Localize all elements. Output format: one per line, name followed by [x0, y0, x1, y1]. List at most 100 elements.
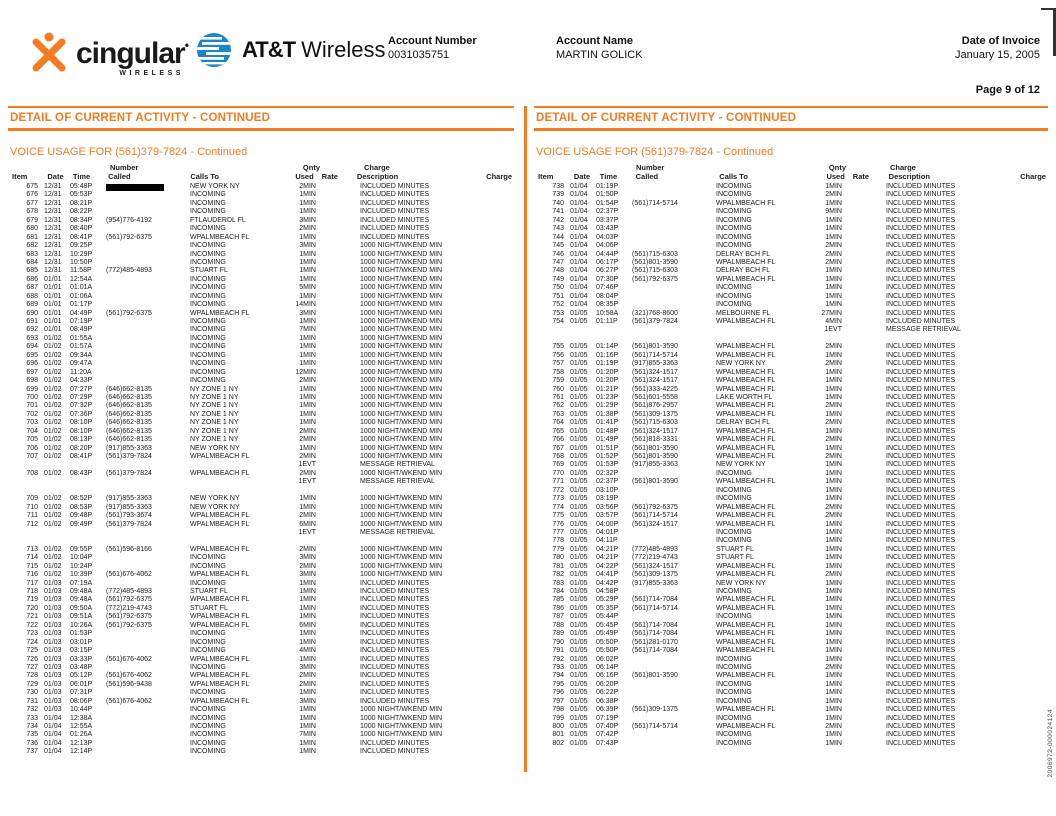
- call-row: 734 01/04 12:55A INCOMING 1MIN 1000 NIGHT/WKE…: [26, 723, 443, 730]
- call-row: 758 01/05 01:20P (561)324-1517 WPALMBEACH FL…: [552, 368, 956, 376]
- call-row: 724 01/03 03:01P INCOMING 1MIN INCLUDED MINUT…: [26, 638, 430, 646]
- call-row: 789 01/05 05:49P (561)714-7084 WPALMBEACH FL…: [552, 630, 956, 638]
- call-row: 748 01/04 06:27P (561)715-6303 DELRAY BCH FL…: [552, 267, 956, 275]
- call-row: 1EVT MESSAGE RETRIEVAL: [298, 461, 435, 469]
- call-row: 755 01/05 01:14P (561)801-3590 WPALMBEACH FL…: [552, 343, 956, 351]
- usage-title-right: VOICE USAGE FOR (561)379-7824 - Continue…: [536, 146, 774, 158]
- att-brand-text: AT&T: [242, 37, 296, 62]
- call-row: 746 01/04 04:44P (561)715-6303 DELRAY BCH FL…: [552, 250, 956, 258]
- call-row: 728 01/03 05:12P (561)676-4062 WPALMBEACH FL…: [26, 672, 430, 680]
- call-row: 677 12/31 08:21P INCOMING 1MIN INCLUDED MINUT…: [26, 199, 430, 207]
- call-row: 699 01/02 07:27P (646)662-8135 NY ZONE 1 NY 1…: [26, 385, 443, 393]
- call-rows-left: 675 12/31 05:48P NEW YORK NY 2MIN INCLUDED MI…: [8, 183, 514, 757]
- table-header-left: Number Qnty Charge Item Date Time Called…: [8, 163, 514, 181]
- call-row: 676 12/31 05:53P INCOMING 1MIN INCLUDED MINUT…: [26, 191, 430, 199]
- call-row: 791 01/05 05:50P (561)714-7084 WPALMBEACH FL…: [552, 647, 956, 655]
- call-row: 730 01/03 07:31P INCOMING 1MIN INCLUDED MINUT…: [26, 689, 430, 697]
- call-row: 702 01/02 07:36P (646)662-8135 NY ZONE 1 NY 1…: [26, 410, 443, 418]
- account-number-value: 0031035751: [388, 49, 450, 61]
- col-rate: Rate: [852, 172, 870, 181]
- cingular-brand-text: cingular: [76, 37, 186, 70]
- call-row: 714 01/02 10:04P INCOMING 3MIN 1000 NIGHT/WKE…: [26, 554, 443, 562]
- call-row: 712 01/02 09:49P (561)379-7824 WPALMBEACH FL…: [26, 520, 443, 528]
- call-row: 790 01/05 05:50P (561)281-0170 WPALMBEACH FL…: [552, 638, 956, 646]
- call-row: 754 01/05 01:11P (561)379-7824 WPALMBEACH FL…: [552, 318, 956, 325]
- call-row: 778 01/05 04:11P INCOMING 1MIN INCLUDED MINUT…: [552, 537, 956, 545]
- col-charge-over: Charge: [890, 163, 916, 172]
- section-title-left: DETAIL OF CURRENT ACTIVITY - CONTINUED: [8, 106, 514, 131]
- call-row: 721 01/03 09:51A (561)792-6375 WPALMBEACH FL…: [26, 613, 430, 621]
- call-row: 738 01/04 01:19P INCOMING 1MIN INCLUDED MINUT…: [552, 183, 956, 190]
- call-row: 745 01/04 04:06P INCOMING 2MIN INCLUDED MINUT…: [552, 242, 956, 250]
- col-charge: Charge: [486, 172, 512, 181]
- call-row: 744 01/04 04:03P INCOMING 1MIN INCLUDED MINUT…: [552, 233, 956, 241]
- call-row: 698 01/02 04:33P INCOMING 2MIN 1000 NIGHT/WKE…: [26, 377, 443, 385]
- col-used: Used: [295, 172, 314, 181]
- call-row: 720 01/03 09:50A (772)219-4743 STUART FL 1MIN…: [26, 604, 430, 612]
- call-row: 767 01/05 01:51P (561)801-3590 WPALMBEACH FL…: [552, 444, 956, 452]
- col-calls-to: Calls To: [719, 172, 748, 181]
- att-logo: AT&T Wireless: [196, 32, 385, 68]
- call-row: 679 12/31 08:34P (954)776-4192 FTLAUDERDL FL…: [26, 216, 430, 224]
- call-row: 739 01/04 01:50P INCOMING 2MIN INCLUDED MINUT…: [552, 191, 956, 199]
- call-row: 773 01/05 03:19P INCOMING 1MIN INCLUDED MINUT…: [552, 495, 956, 503]
- account-name-block: Account Name MARTIN GOLICK: [556, 34, 643, 62]
- call-row: 760 01/05 01:21P (561)333-4225 WPALMBEACH FL…: [552, 385, 956, 393]
- col-description: Description: [356, 172, 399, 181]
- col-rate: Rate: [321, 172, 338, 181]
- call-row: 681 12/31 08:41P (561)792-6375 WPALMBEACH FL…: [26, 233, 430, 241]
- col-used: Used: [826, 172, 845, 181]
- col-date: Date: [573, 172, 591, 181]
- call-row: 742 01/04 03:37P INCOMING 1MIN INCLUDED MINUT…: [552, 216, 956, 224]
- call-row: 781 01/05 04:22P (561)324-1517 WPALMBEACH FL…: [552, 562, 956, 570]
- table-header-right: Number Qnty Charge Item Date Time Called…: [534, 163, 1048, 181]
- col-qnty-over: Qnty: [828, 163, 846, 172]
- call-row: 769 01/05 01:53P (917)855-3363 NEW YORK NY 1M…: [552, 461, 956, 469]
- call-row: 751 01/04 08:04P INCOMING 1MIN INCLUDED MINUT…: [552, 292, 956, 300]
- call-row: 777 01/05 04:01P INCOMING 1MIN INCLUDED MINUT…: [552, 528, 956, 536]
- invoice-header: cingular• WIRELESS AT&T Wireless Account…: [0, 26, 1056, 96]
- call-row: 757 01/05 01:19P (917)855-3363 NEW YORK NY 2M…: [552, 360, 956, 368]
- call-row: 740 01/04 01:54P (561)714-5714 WPALMBEACH FL…: [552, 199, 956, 207]
- call-row: 682 12/31 09:25P INCOMING 3MIN 1000 NIGHT/WKE…: [26, 242, 443, 250]
- call-row: 733 01/04 12:38A INCOMING 1MIN 1000 NIGHT/WKE…: [26, 714, 443, 722]
- col-number-over: Number: [636, 163, 665, 172]
- invoice-date-block: Date of Invoice January 15, 2005: [955, 34, 1040, 62]
- call-row: 704 01/02 08:10P (646)662-8135 NY ZONE 1 NY 2…: [26, 427, 443, 435]
- call-row: 706 01/02 08:20P (917)855-3363 NEW YORK NY 1M…: [26, 444, 443, 452]
- call-row: 785 01/05 05:29P (561)714-7084 WPALMBEACH FL…: [552, 596, 956, 604]
- col-charge: Charge: [1020, 172, 1046, 181]
- call-row: 678 12/31 08:22P INCOMING 1MIN INCLUDED MINUT…: [26, 208, 430, 216]
- call-row: 722 01/03 10:26A (561)792-6375 WPALMBEACH FL…: [26, 621, 430, 629]
- call-row: 727 01/03 03:48P INCOMING 3MIN INCLUDED MINUT…: [26, 663, 430, 671]
- col-item: Item: [12, 172, 28, 181]
- call-row: 796 01/05 06:22P INCOMING 1MIN INCLUDED MINUT…: [552, 689, 956, 697]
- call-row: 761 01/05 01:23P (561)601-5558 LAKE WORTH FL…: [552, 393, 956, 401]
- call-row: 1EVT MESSAGE RETRIEVAL: [824, 326, 961, 334]
- call-row: 794 01/05 06:16P (561)801-3590 WPALMBEACH FL…: [552, 672, 956, 680]
- call-row: 792 01/05 06:02P INCOMING 1MIN INCLUDED MINUT…: [552, 655, 956, 663]
- call-row: 766 01/05 01:49P (561)818-3331 WPALMBEACH FL…: [552, 436, 956, 444]
- account-number-block: Account Number 0031035751: [388, 34, 477, 62]
- usage-title-left: VOICE USAGE FOR (561)379-7824 - Continue…: [10, 146, 248, 158]
- call-row: 711 01/02 09:48P (561)793-3674 WPALMBEACH FL…: [26, 512, 443, 520]
- col-qnty-over: Qnty: [302, 163, 320, 172]
- call-row: 752 01/04 08:35P INCOMING 1MIN INCLUDED MINUT…: [552, 301, 956, 309]
- call-row: 764 01/05 01:41P (561)715-6303 DELRAY BCH FL…: [552, 419, 956, 427]
- call-row: 784 01/05 04:58P INCOMING 1MIN INCLUDED MINUT…: [552, 588, 956, 595]
- call-row: 776 01/05 04:00P (561)324-1517 WPALMBEACH FL…: [552, 520, 956, 528]
- trademark-dot: •: [184, 38, 189, 52]
- call-row: 718 01/03 09:48A (772)485-4893 STUART FL 1MIN…: [26, 588, 430, 595]
- redacted-number: [106, 184, 164, 191]
- att-globe-icon: [197, 33, 231, 67]
- call-row: 774 01/05 03:56P (561)792-6375 WPALMBEACH FL…: [552, 503, 956, 511]
- call-row: 717 01/03 07:19A INCOMING 1MIN INCLUDED MINUT…: [26, 579, 430, 587]
- invoice-date-value: January 15, 2005: [954, 49, 1040, 61]
- call-row: 787 01/05 05:44P INCOMING 1MIN INCLUDED MINUT…: [552, 613, 956, 621]
- call-row: 726 01/03 03:33P (561)676-4062 WPALMBEACH FL…: [26, 655, 430, 663]
- call-row: 780 01/05 04:21P (772)219-4743 STUART FL 1MIN…: [552, 554, 956, 562]
- call-row: 800 01/05 07:40P (561)714-5714 WPALMBEACH FL…: [552, 723, 956, 730]
- call-row: 747 01/04 06:17P (561)801-3590 WPALMBEACH FL…: [552, 258, 956, 266]
- col-called: Called: [635, 172, 659, 181]
- call-row: 725 01/03 03:15P INCOMING 4MIN INCLUDED MINUT…: [26, 647, 430, 655]
